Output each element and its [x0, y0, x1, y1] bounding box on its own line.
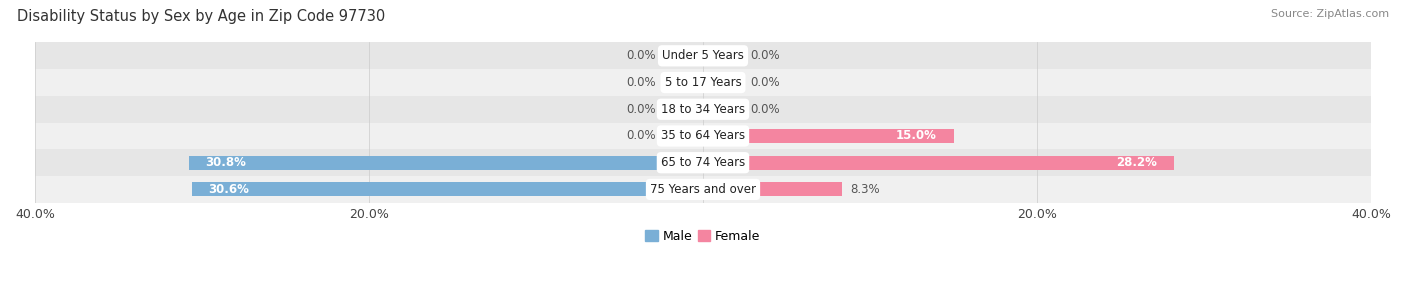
- Bar: [661, 76, 703, 89]
- Text: 35 to 64 Years: 35 to 64 Years: [661, 130, 745, 142]
- Text: 0.0%: 0.0%: [627, 130, 657, 142]
- Text: Source: ZipAtlas.com: Source: ZipAtlas.com: [1271, 9, 1389, 19]
- Bar: [661, 129, 703, 143]
- Text: 0.0%: 0.0%: [749, 49, 779, 62]
- Bar: [35, 69, 1371, 96]
- Bar: [188, 156, 703, 170]
- Bar: [35, 42, 1371, 69]
- Text: Disability Status by Sex by Age in Zip Code 97730: Disability Status by Sex by Age in Zip C…: [17, 9, 385, 24]
- Text: 15.0%: 15.0%: [896, 130, 936, 142]
- Text: 0.0%: 0.0%: [749, 76, 779, 89]
- Text: 30.8%: 30.8%: [205, 156, 246, 169]
- Bar: [703, 182, 842, 196]
- Bar: [703, 76, 745, 89]
- Bar: [703, 129, 953, 143]
- Bar: [35, 176, 1371, 203]
- Bar: [35, 96, 1371, 123]
- Text: 8.3%: 8.3%: [851, 183, 880, 196]
- Text: 0.0%: 0.0%: [627, 76, 657, 89]
- Text: 28.2%: 28.2%: [1116, 156, 1157, 169]
- Text: 65 to 74 Years: 65 to 74 Years: [661, 156, 745, 169]
- Bar: [661, 102, 703, 116]
- Text: 0.0%: 0.0%: [627, 103, 657, 116]
- Text: 0.0%: 0.0%: [749, 103, 779, 116]
- Bar: [193, 182, 703, 196]
- Bar: [703, 49, 745, 63]
- Legend: Male, Female: Male, Female: [641, 225, 765, 248]
- Bar: [703, 102, 745, 116]
- Text: Under 5 Years: Under 5 Years: [662, 49, 744, 62]
- Bar: [35, 123, 1371, 149]
- Text: 5 to 17 Years: 5 to 17 Years: [665, 76, 741, 89]
- Text: 0.0%: 0.0%: [627, 49, 657, 62]
- Bar: [703, 156, 1174, 170]
- Bar: [35, 149, 1371, 176]
- Text: 75 Years and over: 75 Years and over: [650, 183, 756, 196]
- Bar: [661, 49, 703, 63]
- Text: 30.6%: 30.6%: [208, 183, 249, 196]
- Text: 18 to 34 Years: 18 to 34 Years: [661, 103, 745, 116]
